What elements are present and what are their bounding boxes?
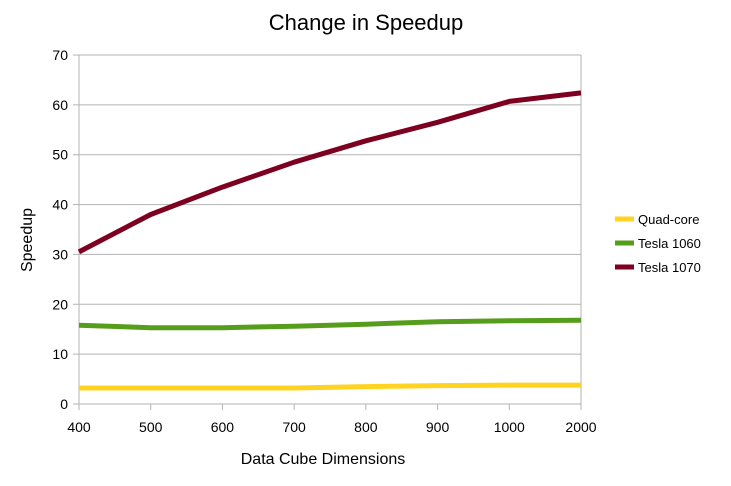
series-line-quad-core xyxy=(79,382,581,391)
series-line-tesla-1070 xyxy=(77,90,582,255)
y-tick-label: 70 xyxy=(52,47,68,63)
x-axis-label: Data Cube Dimensions xyxy=(241,451,406,468)
x-tick-label: 700 xyxy=(282,419,306,435)
y-tick-label: 0 xyxy=(60,396,68,412)
legend: Quad-core Tesla 1060 Tesla 1070 xyxy=(615,212,701,275)
series-lines xyxy=(77,90,582,391)
y-tick-label: 10 xyxy=(52,346,68,362)
y-tick-label: 30 xyxy=(52,246,68,262)
y-tick-label: 50 xyxy=(52,147,68,163)
y-tick-labels: 0 10 20 30 40 50 60 70 xyxy=(52,47,68,412)
x-tick-label: 2000 xyxy=(565,419,596,435)
x-tick-labels: 400 500 600 700 800 900 1000 2000 xyxy=(67,419,596,435)
x-tick-label: 1000 xyxy=(494,419,525,435)
legend-label: Tesla 1070 xyxy=(638,260,701,275)
y-tick-label: 40 xyxy=(52,197,68,213)
x-tick-label: 400 xyxy=(67,419,91,435)
gridlines xyxy=(79,54,581,355)
y-tick-label: 20 xyxy=(52,296,68,312)
axes xyxy=(73,54,582,410)
x-tick-label: 500 xyxy=(139,419,163,435)
legend-label: Tesla 1060 xyxy=(638,236,701,251)
x-tick-label: 900 xyxy=(426,419,450,435)
x-tick-label: 800 xyxy=(354,419,378,435)
y-axis-label: Speedup xyxy=(19,208,36,272)
y-tick-label: 60 xyxy=(52,97,68,113)
series-line-tesla-1060 xyxy=(78,317,582,331)
chart-title: Change in Speedup xyxy=(269,10,464,35)
legend-label: Quad-core xyxy=(638,212,699,227)
x-tick-label: 600 xyxy=(211,419,235,435)
